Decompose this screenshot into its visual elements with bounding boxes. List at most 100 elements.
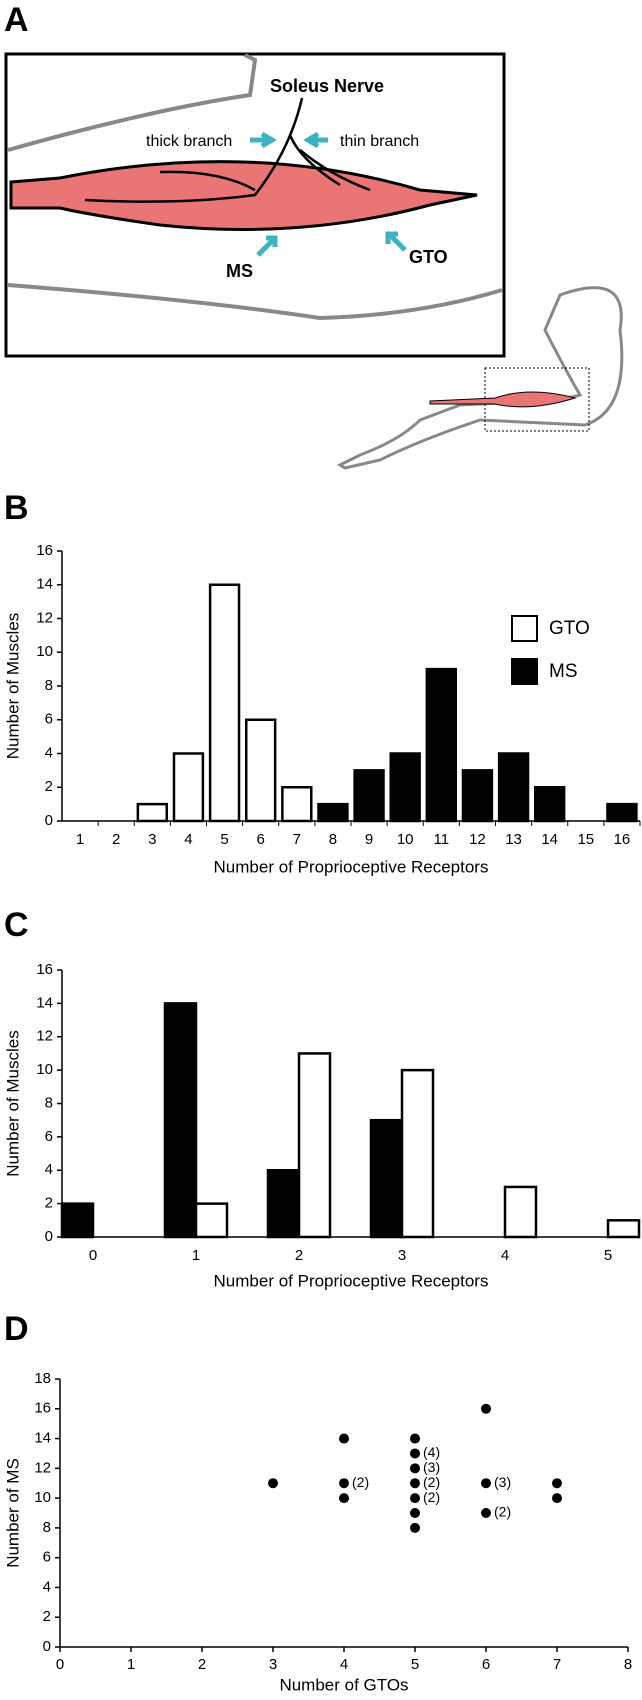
x-tick-label: 8 — [624, 1656, 632, 1673]
bar — [533, 786, 566, 823]
point-label: (3) — [494, 1474, 511, 1490]
label: thick branch — [146, 133, 232, 150]
x-tick-label: 3 — [148, 831, 156, 848]
x-tick-label: 4 — [184, 831, 192, 848]
bar — [317, 802, 349, 823]
point-label: (4) — [423, 1444, 440, 1460]
y-tick-label: 8 — [45, 677, 53, 694]
x-tick-label: 15 — [577, 831, 594, 848]
y-tick-label: 12 — [36, 1028, 53, 1045]
bar — [503, 1185, 538, 1239]
x-tick-label: 6 — [257, 831, 265, 848]
point — [552, 1493, 562, 1504]
bar — [497, 752, 530, 823]
point — [410, 1522, 420, 1533]
bar — [172, 752, 205, 823]
y-tick-label: 14 — [36, 576, 53, 593]
x-tick-label: 2 — [295, 1247, 303, 1264]
x-tick-label: 14 — [541, 831, 558, 848]
y-tick-label: 10 — [36, 643, 53, 660]
y-tick-label: 4 — [43, 1578, 51, 1595]
zoom-box — [484, 367, 590, 432]
y-tick-label: 10 — [36, 1061, 53, 1078]
point — [339, 1433, 349, 1444]
y-tick-label: 16 — [36, 961, 53, 978]
point-label: (2) — [423, 1489, 440, 1505]
bar — [297, 1052, 332, 1239]
y-tick-label: 0 — [45, 1228, 53, 1245]
bar — [369, 1118, 404, 1239]
point — [481, 1508, 491, 1518]
point-label: (2) — [423, 1474, 440, 1490]
x-tick-label: 7 — [553, 1656, 561, 1673]
y-tick-label: 8 — [45, 1094, 53, 1111]
y-axis-label: Number of Muscles — [3, 613, 22, 759]
bar — [266, 1169, 301, 1239]
y-tick-label: 14 — [34, 1430, 51, 1447]
legend-swatch — [511, 615, 538, 642]
bone-outline — [7, 53, 258, 152]
bar — [606, 1219, 641, 1239]
bar — [194, 1202, 229, 1239]
y-tick-label: 2 — [45, 778, 53, 795]
x-tick-label: 4 — [501, 1247, 509, 1264]
panel-letter: D — [4, 1310, 29, 1348]
x-tick-label: 2 — [112, 831, 120, 848]
bar — [244, 718, 277, 823]
x-axis-label: Number of Proprioceptive Receptors — [214, 1271, 489, 1290]
x-tick-label: 1 — [127, 1656, 135, 1673]
bar — [60, 1202, 95, 1239]
bar — [163, 1002, 198, 1239]
x-tick-label: 12 — [469, 831, 486, 848]
y-tick-label: 2 — [43, 1608, 51, 1625]
bar — [425, 667, 458, 823]
x-tick-label: 6 — [482, 1656, 490, 1673]
x-tick-label: 9 — [365, 831, 373, 848]
x-tick-label: 5 — [604, 1247, 612, 1264]
legend-label: MS — [549, 661, 578, 682]
point — [410, 1478, 420, 1489]
y-tick-label: 16 — [34, 1400, 51, 1417]
legend-swatch — [511, 658, 538, 685]
y-axis-label: Number of Muscles — [3, 1030, 22, 1176]
panel-letter: C — [4, 906, 29, 944]
bar — [400, 1068, 435, 1239]
y-tick-label: 2 — [45, 1195, 53, 1212]
bar — [389, 752, 421, 823]
y-tick-label: 14 — [36, 994, 53, 1011]
y-tick-label: 18 — [34, 1370, 51, 1387]
bar — [606, 802, 638, 823]
y-tick-label: 4 — [45, 744, 53, 761]
point-label: (3) — [423, 1459, 440, 1475]
muscle-diagram: Soleus Nerve thick branch thin branch MS… — [4, 52, 624, 470]
point — [410, 1493, 420, 1504]
point — [410, 1448, 420, 1459]
y-tick-label: 12 — [36, 609, 53, 626]
y-tick-label: 6 — [45, 1128, 53, 1145]
point — [552, 1478, 562, 1489]
nerve — [84, 97, 371, 203]
y-tick-label: 6 — [45, 711, 53, 728]
point — [410, 1463, 420, 1474]
label: Soleus Nerve — [270, 76, 384, 96]
muscle-small — [429, 391, 577, 408]
x-tick-label: 2 — [198, 1656, 206, 1673]
leg-outline — [336, 286, 624, 470]
point — [481, 1478, 491, 1489]
x-tick-label: 13 — [505, 831, 522, 848]
x-tick-label: 0 — [89, 1247, 97, 1264]
y-tick-label: 10 — [34, 1489, 51, 1506]
x-tick-label: 3 — [269, 1656, 277, 1673]
y-axis-label: Number of MS — [3, 1458, 22, 1568]
bar — [461, 769, 494, 823]
y-tick-label: 0 — [43, 1638, 51, 1655]
y-tick-label: 4 — [45, 1161, 53, 1178]
y-tick-label: 12 — [34, 1459, 51, 1476]
x-tick-label: 7 — [293, 831, 301, 848]
point — [410, 1508, 420, 1518]
x-tick-label: 8 — [329, 831, 337, 848]
panel-letter: A — [4, 1, 29, 39]
point — [410, 1433, 420, 1444]
point — [268, 1478, 278, 1489]
